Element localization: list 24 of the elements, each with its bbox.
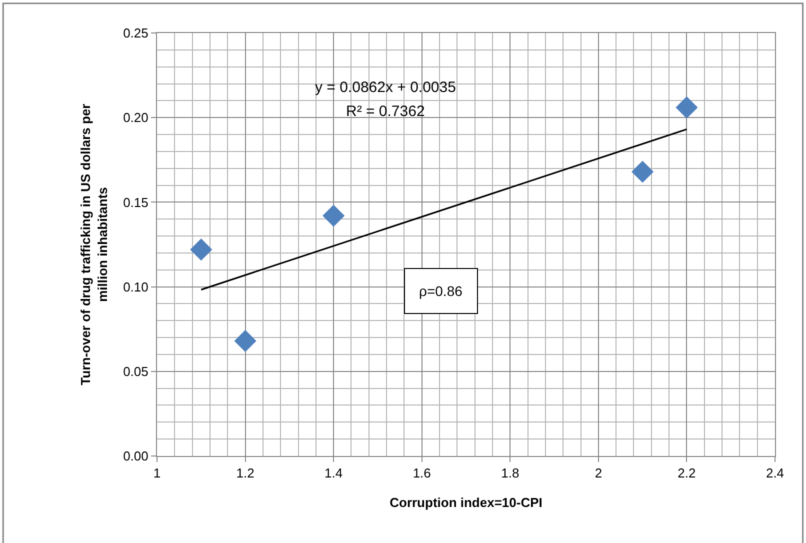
point (322, 204, 345, 227)
point (632, 160, 654, 183)
point (676, 96, 698, 118)
x-tick-label: 1.2 (236, 466, 254, 481)
point (190, 238, 212, 261)
y-tick-label: 0.00 (123, 448, 148, 464)
x-tick-label: 2.4 (766, 466, 784, 481)
x-tick-label: 2 (594, 466, 602, 481)
annotation: ρ=0.86 (419, 283, 463, 299)
annotation: R² = 0.7362 (346, 103, 425, 120)
x-axis-title: Corruption index=10-CPI (390, 495, 542, 510)
y-tick-label: 0.20 (123, 110, 148, 126)
x-tick-label: 2.2 (678, 466, 696, 481)
x-tick-label: 1.8 (501, 466, 520, 481)
x-tick-label: 1.4 (324, 466, 343, 481)
x-tick-label: 1 (153, 466, 161, 481)
point (234, 330, 256, 352)
x-tick-label: 1.6 (412, 466, 431, 481)
y-tick-label: 0.25 (123, 26, 148, 41)
y-tick-label: 0.05 (123, 364, 148, 379)
y-tick-label: 0.10 (123, 279, 148, 294)
y-tick-label: 0.15 (123, 194, 148, 210)
y-axis-title: Turn-over of drug trafficking in US dollars per million inhabitants (78, 104, 110, 386)
annotation: y = 0.0862x + 0.0035 (315, 79, 456, 96)
